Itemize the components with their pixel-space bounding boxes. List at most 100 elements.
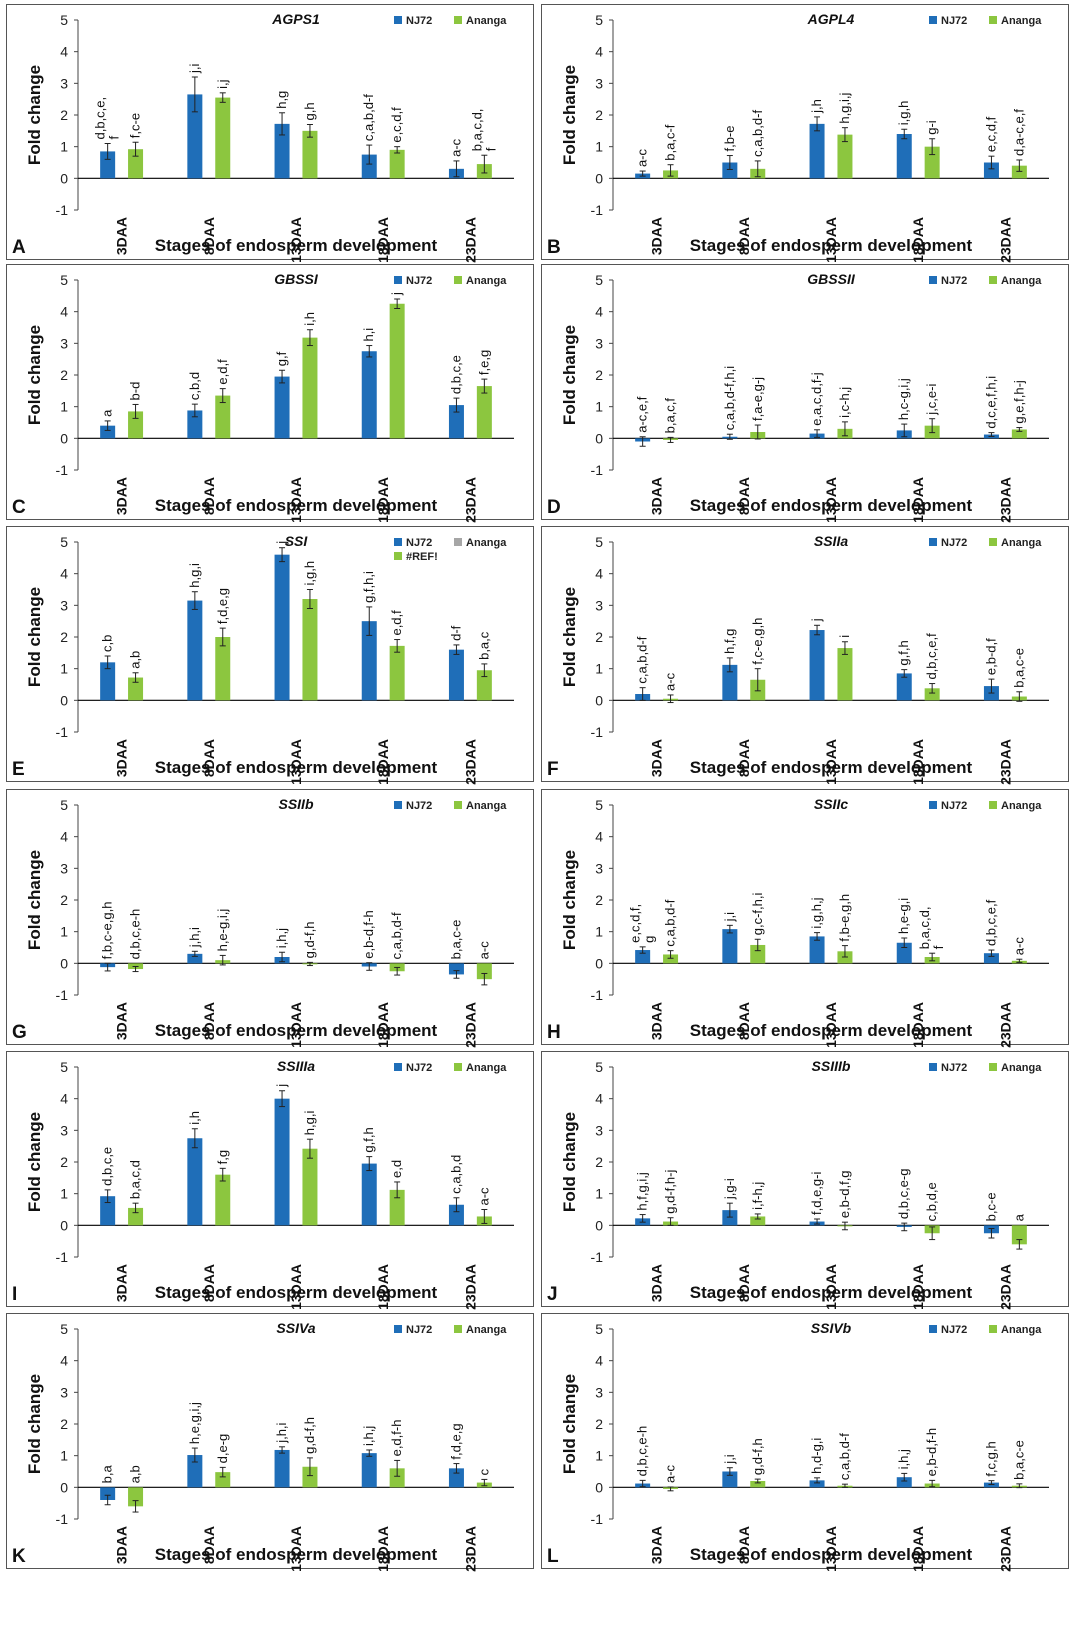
bar-nj72 [274, 376, 290, 439]
y-tick-label: 4 [60, 1091, 68, 1107]
bar-nj72 [100, 1196, 116, 1226]
y-tick-label: 5 [60, 12, 68, 28]
y-tick-label: 0 [60, 955, 68, 971]
legend: NJ72 Ananga [929, 537, 1042, 549]
legend-label: Ananga [1001, 537, 1042, 549]
data-label: f,g [215, 1150, 230, 1164]
data-label: f [107, 136, 122, 140]
chart-title: GBSSII [807, 271, 856, 287]
legend-swatch [454, 1063, 462, 1071]
data-label: f,c-e,g,h [750, 618, 765, 665]
bar-ananga [302, 1466, 318, 1488]
y-tick-label: -1 [591, 202, 604, 218]
bar-nj72 [361, 154, 377, 179]
x-tick-label: 18DAA [910, 477, 926, 523]
panel-frame [541, 264, 1069, 520]
bar-ananga [215, 1472, 231, 1488]
x-tick-label: 3DAA [114, 1264, 130, 1302]
legend-swatch [394, 1325, 402, 1333]
y-tick-label: 4 [60, 829, 68, 845]
y-axis-label: Fold change [25, 65, 44, 165]
bar-ananga [389, 303, 405, 439]
bar-nj72 [361, 1453, 377, 1488]
y-tick-label: 3 [60, 335, 68, 351]
x-tick-label: 23DAA [462, 1264, 478, 1310]
data-label: g,d-f,h [302, 1417, 317, 1454]
data-label: g,f,h,i [361, 571, 376, 603]
panel-frame [541, 1313, 1069, 1569]
y-tick-label: 1 [60, 924, 68, 940]
y-tick-label: 1 [60, 1448, 68, 1464]
x-tick-label: 18DAA [910, 217, 926, 263]
bar-ananga [215, 395, 231, 439]
data-label: d,b,c,e,f [924, 633, 939, 680]
data-label: g,e,f,h-j [1011, 380, 1026, 423]
panel-frame [6, 789, 534, 1045]
legend: NJ72 Ananga [929, 275, 1042, 287]
bar-ananga [663, 954, 679, 964]
x-tick-label: 8DAA [736, 1264, 752, 1302]
bar-ananga [924, 146, 940, 179]
panel-letter: K [12, 1546, 26, 1567]
data-label: j,i [187, 64, 202, 75]
panel-letter: I [12, 1284, 17, 1305]
x-tick-label: 18DAA [375, 739, 391, 785]
chart-title: SSIVb [811, 1320, 852, 1336]
legend: NJ72 Ananga [929, 800, 1042, 812]
x-tick-label: 23DAA [462, 477, 478, 523]
x-axis-label: Stages of endosperm development [690, 496, 973, 515]
data-label: c [476, 1468, 491, 1475]
data-label: i,h [302, 312, 317, 326]
x-tick-label: 18DAA [910, 1002, 926, 1048]
bar-ananga [476, 386, 492, 439]
panel-F: 5 4 3 2 1 0 -1 Fold change SSIIa NJ72 Ananga c,a,b,… [541, 526, 1069, 785]
bar-nj72 [983, 953, 999, 964]
bar-nj72 [448, 1204, 464, 1226]
x-axis-label: Stages of endosperm development [690, 758, 973, 777]
legend: NJ72 Ananga [394, 1062, 507, 1074]
y-axis-label: Fold change [560, 325, 579, 425]
y-tick-label: 2 [60, 629, 68, 645]
data-label: j,i [722, 912, 737, 923]
bar-nj72 [100, 425, 116, 439]
data-label: b,c-e [983, 1192, 998, 1221]
panel-D: 5 4 3 2 1 0 -1 Fold change GBSSII NJ72 Ananga a-c,e… [541, 264, 1069, 523]
chart-title: SSIIc [814, 796, 848, 812]
x-tick-label: 23DAA [997, 217, 1013, 263]
data-label: d,c,e,f,h,i [983, 376, 998, 429]
data-label: h,e-g,i [896, 898, 911, 934]
y-tick-label: 3 [60, 1122, 68, 1138]
data-label: c,a,b,d [448, 1155, 463, 1194]
bar-nj72 [361, 351, 377, 439]
data-label: d,b,c,e-h [635, 1426, 650, 1477]
chart-title: SSI [285, 533, 309, 549]
bar-nj72 [809, 936, 825, 964]
legend-swatch [929, 801, 937, 809]
x-tick-label: 13DAA [823, 1526, 839, 1572]
data-label: d,b,c,e,f [983, 899, 998, 946]
panel-J: 5 4 3 2 1 0 -1 Fold change SSIIIb NJ72 Ananga h,f,g… [541, 1051, 1069, 1310]
x-tick-label: 13DAA [288, 1002, 304, 1048]
legend: NJ72 Ananga [394, 15, 507, 27]
y-tick-label: 5 [60, 797, 68, 813]
legend-label: Ananga [466, 1324, 507, 1336]
bar-nj72 [187, 600, 203, 701]
data-label: c,a,b,d-f [750, 110, 765, 157]
panel-G: 5 4 3 2 1 0 -1 Fold change SSIIb NJ72 Ananga f,b,c-… [6, 789, 534, 1048]
y-axis-label: Fold change [560, 65, 579, 165]
x-tick-label: 13DAA [288, 1526, 304, 1572]
y-tick-label: 5 [60, 534, 68, 550]
x-tick-label: 3DAA [114, 1526, 130, 1564]
panel-frame [6, 526, 534, 782]
y-tick-label: 4 [595, 1091, 603, 1107]
bar-nj72 [274, 1449, 290, 1488]
bar-ananga [128, 677, 144, 701]
bar-nj72 [187, 94, 203, 179]
y-axis-label: Fold change [560, 1112, 579, 1212]
data-label: h,c-g,i,j [896, 378, 911, 420]
data-label: a-c [476, 1187, 491, 1206]
legend-swatch [989, 1325, 997, 1333]
data-label: f,e,g [476, 350, 491, 375]
chart-title: SSIIIb [812, 1058, 851, 1074]
legend-swatch [454, 538, 462, 546]
